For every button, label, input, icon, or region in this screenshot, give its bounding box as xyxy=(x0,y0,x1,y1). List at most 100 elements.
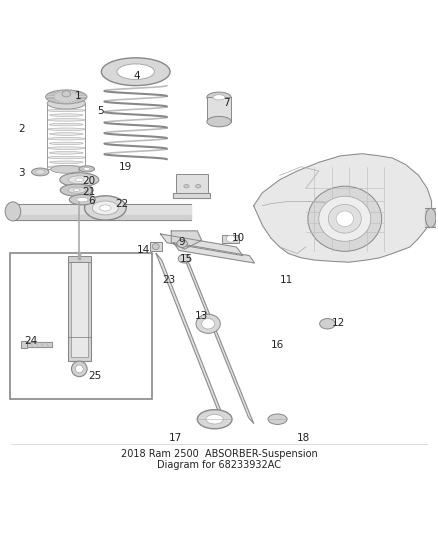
Text: Diagram for 68233932AC: Diagram for 68233932AC xyxy=(157,460,281,470)
Polygon shape xyxy=(254,154,431,262)
Text: 16: 16 xyxy=(271,341,284,351)
Text: 17: 17 xyxy=(169,433,182,443)
Ellipse shape xyxy=(85,196,126,220)
Ellipse shape xyxy=(83,167,90,170)
Text: 1: 1 xyxy=(75,91,81,101)
Bar xyxy=(207,98,231,122)
Polygon shape xyxy=(26,342,52,347)
Ellipse shape xyxy=(177,240,187,247)
Ellipse shape xyxy=(68,176,90,184)
Ellipse shape xyxy=(32,168,49,176)
Polygon shape xyxy=(171,231,201,249)
Text: 21: 21 xyxy=(82,187,95,197)
Text: 18: 18 xyxy=(297,433,311,443)
Bar xyxy=(176,174,208,198)
Ellipse shape xyxy=(47,156,85,159)
Ellipse shape xyxy=(101,58,170,86)
Ellipse shape xyxy=(320,319,335,329)
Ellipse shape xyxy=(5,202,21,221)
Ellipse shape xyxy=(47,138,85,140)
Ellipse shape xyxy=(49,142,83,145)
Ellipse shape xyxy=(207,116,231,127)
Ellipse shape xyxy=(75,178,84,181)
Ellipse shape xyxy=(79,166,95,172)
Ellipse shape xyxy=(207,92,231,102)
Ellipse shape xyxy=(178,254,191,263)
Polygon shape xyxy=(13,215,191,220)
Text: 2: 2 xyxy=(18,124,25,134)
Ellipse shape xyxy=(46,90,87,104)
Bar xyxy=(223,235,239,243)
Ellipse shape xyxy=(69,195,95,205)
Ellipse shape xyxy=(68,187,85,193)
Ellipse shape xyxy=(425,208,436,228)
Ellipse shape xyxy=(71,361,87,377)
Ellipse shape xyxy=(73,189,80,191)
Ellipse shape xyxy=(196,184,201,188)
Ellipse shape xyxy=(60,173,99,187)
Polygon shape xyxy=(184,258,254,424)
Bar xyxy=(10,254,152,399)
Text: 24: 24 xyxy=(25,336,38,346)
Text: 6: 6 xyxy=(89,197,95,206)
Ellipse shape xyxy=(196,314,220,333)
Ellipse shape xyxy=(47,98,85,109)
Ellipse shape xyxy=(35,169,45,174)
Polygon shape xyxy=(425,208,436,228)
Ellipse shape xyxy=(60,184,93,196)
Ellipse shape xyxy=(336,211,353,227)
Ellipse shape xyxy=(184,184,189,188)
Text: 9: 9 xyxy=(179,237,185,247)
Text: 5: 5 xyxy=(97,106,104,116)
Text: 11: 11 xyxy=(280,274,293,285)
Ellipse shape xyxy=(206,415,223,424)
Ellipse shape xyxy=(47,147,85,149)
Ellipse shape xyxy=(49,123,83,126)
Ellipse shape xyxy=(213,95,225,100)
Ellipse shape xyxy=(49,161,83,164)
Text: 25: 25 xyxy=(89,371,102,381)
Ellipse shape xyxy=(49,104,83,107)
Ellipse shape xyxy=(268,414,287,424)
Ellipse shape xyxy=(62,91,71,97)
Ellipse shape xyxy=(100,205,111,211)
Bar xyxy=(68,256,91,262)
Ellipse shape xyxy=(47,118,85,121)
Ellipse shape xyxy=(77,198,88,202)
Polygon shape xyxy=(156,254,224,419)
Text: 13: 13 xyxy=(195,311,208,321)
Text: 23: 23 xyxy=(162,274,176,285)
Ellipse shape xyxy=(226,235,235,242)
Bar xyxy=(47,103,85,169)
Ellipse shape xyxy=(47,109,85,112)
Text: 12: 12 xyxy=(332,318,345,328)
Text: 7: 7 xyxy=(223,98,230,108)
Text: 14: 14 xyxy=(136,245,150,255)
Text: 3: 3 xyxy=(18,168,25,178)
Bar xyxy=(150,242,162,252)
Ellipse shape xyxy=(201,319,215,329)
Ellipse shape xyxy=(49,151,83,154)
Bar xyxy=(68,258,91,361)
Polygon shape xyxy=(173,243,254,263)
Ellipse shape xyxy=(319,196,371,241)
Ellipse shape xyxy=(51,165,82,173)
Text: 20: 20 xyxy=(82,175,95,185)
Ellipse shape xyxy=(328,205,361,233)
Ellipse shape xyxy=(75,365,83,373)
Polygon shape xyxy=(173,193,210,198)
Bar xyxy=(71,262,88,357)
Text: 10: 10 xyxy=(232,233,245,243)
Ellipse shape xyxy=(152,244,159,249)
Ellipse shape xyxy=(117,64,155,79)
Ellipse shape xyxy=(47,166,85,168)
Polygon shape xyxy=(13,204,191,214)
Text: 19: 19 xyxy=(119,161,132,172)
Ellipse shape xyxy=(197,410,232,429)
Text: 15: 15 xyxy=(180,254,193,264)
Text: 22: 22 xyxy=(115,199,128,208)
Text: 4: 4 xyxy=(133,70,140,80)
Text: 2018 Ram 2500  ABSORBER-Suspension: 2018 Ram 2500 ABSORBER-Suspension xyxy=(120,449,318,459)
Ellipse shape xyxy=(92,201,118,215)
Ellipse shape xyxy=(49,114,83,116)
